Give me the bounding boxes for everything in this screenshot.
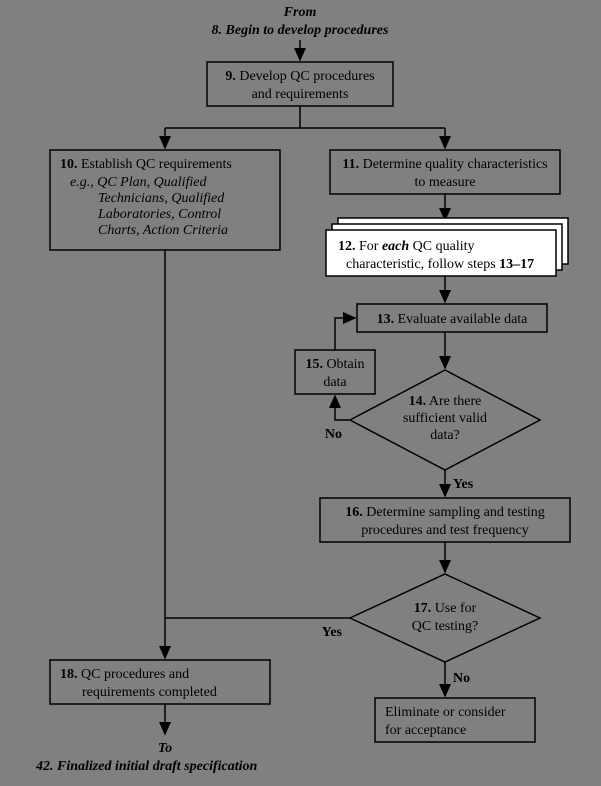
label-17-yes: Yes [322,625,343,640]
svg-text:to measure: to measure [414,175,475,190]
svg-text:14. Are there: 14. Are there [409,394,482,409]
svg-text:characteristic, follow steps: characteristic, follow steps 13–17 [346,257,534,272]
svg-text:and requirements: and requirements [252,87,349,102]
svg-text:Laboratories, Control: Laboratories, Control [97,207,221,222]
svg-text:16. Determine sampling an: 16. Determine sampling and testing [345,505,544,520]
header-from-label: From [283,5,317,20]
svg-text:for acceptance: for acceptance [385,723,466,738]
svg-text:data?: data? [430,428,460,443]
label-14-yes: Yes [453,477,474,492]
node-14: 14. Are there sufficient valid data? [350,370,540,470]
node-16: 16. Determine sampling and testing proce… [320,498,570,542]
svg-text:procedures and test frequency: procedures and test frequency [361,523,529,538]
flowchart: From 8. Begin to develop procedures 9. D… [0,0,601,786]
edge-14-no-15 [335,396,350,420]
svg-text:9. Develop QC procedures: 9. Develop QC procedures [225,69,374,84]
svg-text:requirements completed: requirements completed [82,685,217,700]
label-17-no: No [453,671,470,686]
node-9: 9. Develop QC procedures and requirement… [207,62,393,106]
node-10: 10. Establish QC requirements e.g., QC P… [50,150,280,250]
node-17: 17. Use for QC testing? [350,574,540,662]
svg-text:Technicians, Qualified: Technicians, Qualified [98,191,225,206]
footer-to-label: To [158,741,172,756]
svg-text:11. Determine quality cha: 11. Determine quality characteristics [342,157,547,172]
svg-text:sufficient valid: sufficient valid [403,411,487,426]
header-from-step: 8. Begin to develop procedures [212,23,389,38]
footer-to-step: 42. Finalized initial draft specificatio… [35,759,258,774]
svg-text:data: data [323,375,347,390]
label-14-no: No [325,427,342,442]
node-12: 12. For each QC quality characteristic, … [326,218,568,276]
svg-text:13. Evaluate available da: 13. Evaluate available data [377,312,529,327]
svg-text:Eliminate or consider: Eliminate or consider [385,705,506,720]
node-15: 15. Obtain data [295,350,375,394]
svg-text:12. For each QC: 12. For each QC quality [338,239,475,254]
svg-text:Charts, Action Criteria: Charts, Action Criteria [98,223,228,238]
edge-15-13 [335,318,355,350]
svg-text:10. Establish QC requirem: 10. Establish QC requirements [60,157,232,172]
svg-text:17. Use for: 17. Use for [414,601,477,616]
svg-text:e.g., QC Plan, Qualified: e.g., QC Plan, Qualified [70,175,207,190]
node-18: 18. QC procedures and requirements compl… [50,660,270,704]
node-11: 11. Determine quality characteristics to… [330,150,560,194]
svg-text:18. QC procedures and: 18. QC procedures and [60,667,189,682]
svg-text:QC testing?: QC testing? [412,619,479,634]
node-eliminate: Eliminate or consider for acceptance [375,698,535,742]
node-13: 13. Evaluate available data [357,304,547,332]
svg-text:15. Obtain: 15. Obtain [305,357,364,372]
